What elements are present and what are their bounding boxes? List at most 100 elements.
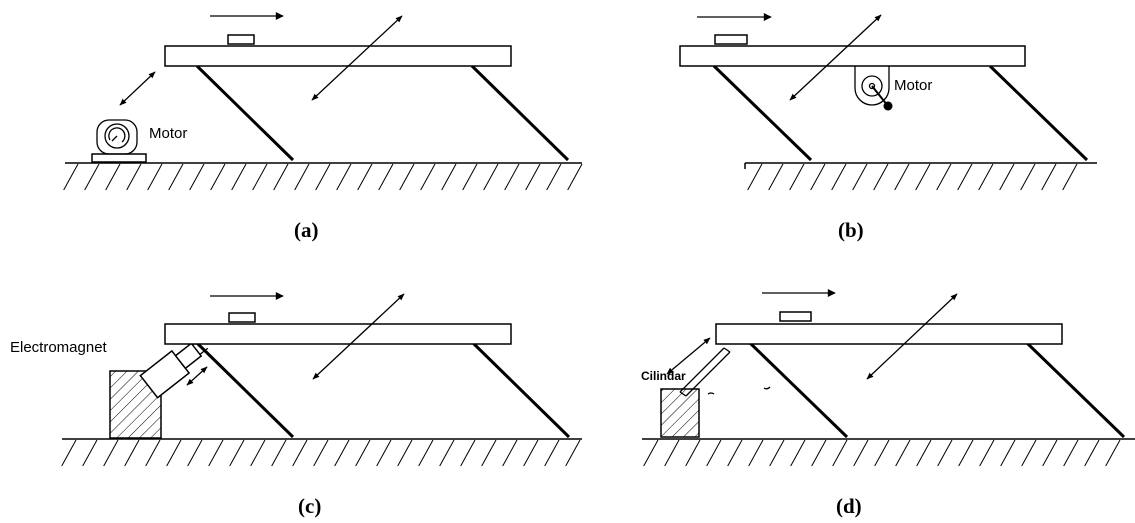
ground-hatch-stroke <box>874 439 890 467</box>
ground-hatch-stroke <box>706 439 722 467</box>
ground-hatch-stroke <box>1105 439 1121 467</box>
ground-c <box>61 438 582 467</box>
panel-c: Electromagnet (c) <box>10 292 582 518</box>
ground-hatch-stroke <box>63 163 79 191</box>
table-c <box>164 323 512 345</box>
ground-hatch-stroke <box>502 439 518 467</box>
ground-hatch-stroke <box>727 439 743 467</box>
ground-hatch-stroke <box>399 163 415 191</box>
ground-hatch-stroke <box>504 163 520 191</box>
ground-hatch-stroke <box>231 163 247 191</box>
ground-hatch-stroke <box>748 439 764 467</box>
panel-b: Motor (b) <box>679 13 1097 242</box>
ground-hatch-stroke <box>378 163 394 191</box>
ground-hatch-stroke <box>441 163 457 191</box>
ground-hatch-stroke <box>999 163 1015 191</box>
ground-hatch-stroke <box>525 163 541 191</box>
ground-hatch-stroke <box>747 163 763 191</box>
ground-hatch-stroke <box>685 439 701 467</box>
ground-hatch-stroke <box>147 163 163 191</box>
table-a <box>164 45 512 67</box>
ground-hatch-stroke <box>105 163 121 191</box>
leg-right-d <box>1025 341 1126 439</box>
ground-hatch-stroke <box>811 439 827 467</box>
ground-hatch-stroke <box>294 163 310 191</box>
ground-hatch-stroke <box>1084 439 1100 467</box>
ground-hatch-stroke <box>336 163 352 191</box>
ground-hatch-stroke <box>1020 163 1036 191</box>
ground-hatch-stroke <box>126 163 142 191</box>
sample-block-d <box>779 311 812 322</box>
oscillation-arrow-d <box>866 293 958 380</box>
ground-hatch-stroke <box>664 439 680 467</box>
ground-hatch-stroke <box>544 439 560 467</box>
leg-right-b <box>988 64 1089 162</box>
ground-hatch-stroke <box>460 439 476 467</box>
table-b <box>679 45 1026 67</box>
cylinder-label-d: Cilindar <box>641 369 686 383</box>
ground-hatch-stroke <box>229 439 245 467</box>
oscillation-arrow-c <box>312 293 405 380</box>
magnet-stroke-arrow-c <box>186 366 208 386</box>
ground-hatch-stroke <box>916 439 932 467</box>
ground-hatch-stroke <box>462 163 478 191</box>
leg-left-c <box>195 341 295 439</box>
ground-hatch-stroke <box>936 163 952 191</box>
ground-hatch-stroke <box>357 163 373 191</box>
oscillation-arrow-b <box>789 14 882 101</box>
ground-d <box>642 438 1135 467</box>
ground-hatch-stroke <box>873 163 889 191</box>
motor-icon-b <box>854 66 893 111</box>
sample-block-b <box>714 34 748 45</box>
ground-hatch-stroke <box>832 439 848 467</box>
ground-hatch-stroke <box>1021 439 1037 467</box>
oscillation-arrow-a <box>311 15 403 101</box>
panel-d: Cilindar (d) <box>641 289 1135 518</box>
ground-hatch-stroke <box>565 439 581 467</box>
caption-c: (c) <box>298 494 321 518</box>
ground-hatch-stroke <box>355 439 371 467</box>
ground-a <box>63 162 583 191</box>
sample-block-a <box>227 34 255 45</box>
speck-d2 <box>763 386 771 390</box>
ground-hatch-stroke <box>894 163 910 191</box>
motor-base-a <box>91 153 147 163</box>
caption-d: (d) <box>836 494 862 518</box>
ground-hatch-stroke <box>439 439 455 467</box>
ground-hatch-stroke <box>546 163 562 191</box>
motor-label-a: Motor <box>149 125 187 142</box>
ground-hatch-stroke <box>789 163 805 191</box>
ground-hatch-stroke <box>790 439 806 467</box>
ground-hatch-stroke <box>483 163 499 191</box>
ground-hatch-stroke <box>831 163 847 191</box>
ground-hatch-stroke <box>1063 439 1079 467</box>
ground-hatch-stroke <box>334 439 350 467</box>
ground-hatch-stroke <box>273 163 289 191</box>
ground-hatch-stroke <box>978 163 994 191</box>
ground-hatch-stroke <box>250 439 266 467</box>
leg-left-b <box>712 64 813 162</box>
ground-hatch-stroke <box>852 163 868 191</box>
motor-label-b: Motor <box>894 77 932 94</box>
caption-a: (a) <box>294 218 319 242</box>
ground-hatch-stroke <box>252 163 268 191</box>
leg-right-c <box>471 341 571 439</box>
ground-hatch-stroke <box>481 439 497 467</box>
ground-hatch-stroke <box>61 439 77 467</box>
ground-hatch-stroke <box>810 163 826 191</box>
ground-b <box>744 162 1097 191</box>
ground-hatch-stroke <box>210 163 226 191</box>
motor-stroke-arrow-a <box>119 71 156 106</box>
ground-hatch-stroke <box>937 439 953 467</box>
ground-hatch-stroke <box>103 439 119 467</box>
panel-a: Motor (a) <box>63 12 583 242</box>
ground-hatch-stroke <box>418 439 434 467</box>
ground-hatch-stroke <box>397 439 413 467</box>
ground-hatch-stroke <box>84 163 100 191</box>
ground-hatch-stroke <box>292 439 308 467</box>
ground-hatch-stroke <box>420 163 436 191</box>
ground-hatch-stroke <box>168 163 184 191</box>
ground-hatch-stroke <box>166 439 182 467</box>
ground-hatch-stroke <box>958 439 974 467</box>
